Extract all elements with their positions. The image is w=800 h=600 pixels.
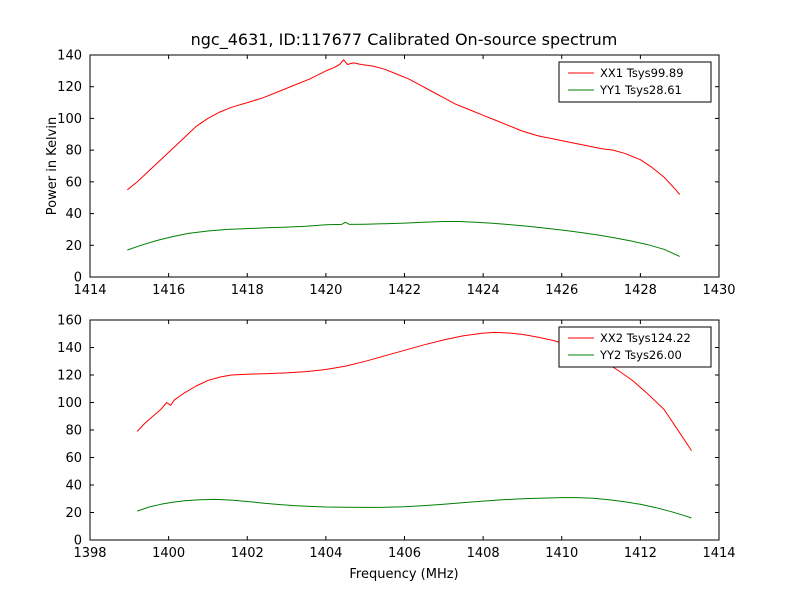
y-tick-label: 20 bbox=[65, 506, 82, 521]
x-tick-label: 1422 bbox=[388, 283, 421, 298]
legend-entry-label: YY1 Tsys28.61 bbox=[599, 83, 682, 97]
x-tick-label: 1408 bbox=[467, 546, 500, 561]
y-tick-label: 140 bbox=[57, 49, 82, 64]
legend-entry-label: XX1 Tsys99.89 bbox=[600, 66, 684, 80]
x-tick-label: 1414 bbox=[73, 283, 106, 298]
y-tick-label: 0 bbox=[74, 271, 82, 286]
y-tick-label: 100 bbox=[57, 396, 82, 411]
series-line bbox=[127, 221, 680, 257]
x-tick-label: 1406 bbox=[388, 546, 421, 561]
bottom-subplot: 1398 1400 1402 1404 1406 1408 1410 1412 1414 0 20 4… bbox=[57, 314, 735, 562]
legend-entry-label: YY2 Tsys26.00 bbox=[599, 348, 682, 362]
y-tick-label: 40 bbox=[65, 207, 82, 222]
x-tick-label: 1414 bbox=[702, 546, 735, 561]
x-tick-label: 1398 bbox=[73, 546, 106, 561]
figure-title: ngc_4631, ID:117677 Calibrated On-source… bbox=[191, 30, 618, 50]
x-tick-label: 1420 bbox=[309, 283, 342, 298]
y-tick-label: 80 bbox=[65, 144, 82, 159]
x-tick-label: 1428 bbox=[624, 283, 657, 298]
y-tick-label: 100 bbox=[57, 112, 82, 127]
y-tick-label: 0 bbox=[74, 534, 82, 549]
y-tick-label: 120 bbox=[57, 80, 82, 95]
series-line bbox=[137, 497, 692, 519]
x-tick-label: 1412 bbox=[624, 546, 657, 561]
x-tick-label: 1404 bbox=[309, 546, 342, 561]
legend-entry-label: XX2 Tsys124.22 bbox=[600, 331, 691, 345]
legend-box bbox=[558, 61, 712, 103]
y-tick-label: 60 bbox=[65, 451, 82, 466]
x-tick-label: 1418 bbox=[231, 283, 264, 298]
y-tick-label: 80 bbox=[65, 424, 82, 439]
legend-box bbox=[558, 326, 712, 368]
x-tick-label: 1416 bbox=[152, 283, 185, 298]
y-tick-label: 140 bbox=[57, 341, 82, 356]
y-tick-label: 160 bbox=[57, 314, 82, 329]
x-tick-label: 1430 bbox=[702, 283, 735, 298]
x-tick-label: 1402 bbox=[231, 546, 264, 561]
x-tick-label: 1410 bbox=[545, 546, 578, 561]
series-line bbox=[126, 59, 681, 195]
y-tick-label: 60 bbox=[65, 175, 82, 190]
y-tick-label: 20 bbox=[65, 239, 82, 254]
x-tick-label: 1400 bbox=[152, 546, 185, 561]
x-tick-label: 1424 bbox=[467, 283, 500, 298]
y-tick-label: 40 bbox=[65, 479, 82, 494]
x-tick-label: 1426 bbox=[545, 283, 578, 298]
top-subplot: 1414 1416 1418 1420 1422 1424 1426 1428 1430 0 20 4… bbox=[57, 49, 735, 299]
y-tick-label: 120 bbox=[57, 369, 82, 384]
y-axis-label: Power in Kelvin bbox=[45, 117, 60, 215]
x-axis-label: Frequency (MHz) bbox=[349, 567, 458, 582]
